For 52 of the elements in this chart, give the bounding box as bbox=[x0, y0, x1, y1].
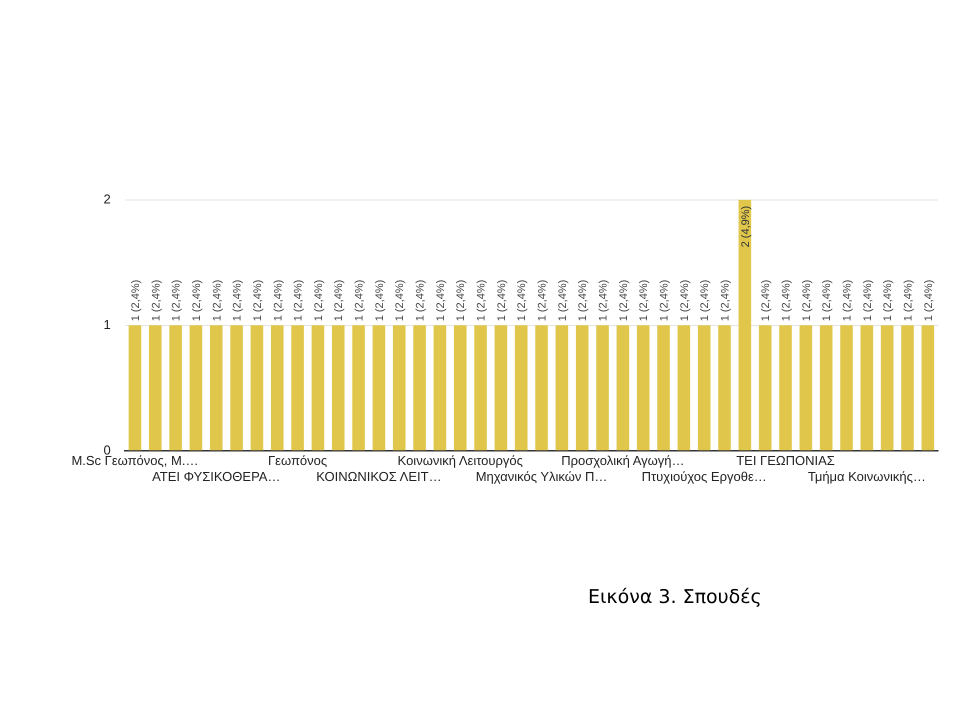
data-label: 1 (2,4%) bbox=[556, 280, 569, 322]
data-label: 1 (2,4%) bbox=[577, 280, 590, 322]
x-tick-label: Γεωπόνος bbox=[268, 453, 328, 468]
data-label: 1 (2,4%) bbox=[292, 280, 305, 322]
data-label: 1 (2,4%) bbox=[780, 280, 793, 322]
data-label: 1 (2,4%) bbox=[760, 280, 772, 322]
data-label: 1 (2,4%) bbox=[821, 280, 834, 322]
data-label: 1 (2,4%) bbox=[476, 280, 488, 322]
x-tick-label: Κοινωνική Λειτουργός bbox=[398, 453, 523, 468]
x-tick-label: Προσχολική Αγωγή… bbox=[561, 453, 685, 468]
data-label: 1 (2,4%) bbox=[170, 280, 183, 322]
data-label: 1 (2,4%) bbox=[922, 280, 935, 322]
data-label: 1 (2,4%) bbox=[536, 280, 549, 322]
data-label: 1 (2,4%) bbox=[658, 280, 671, 322]
data-label: 1 (2,4%) bbox=[211, 280, 224, 322]
data-label: 1 (2,4%) bbox=[414, 280, 427, 322]
text: Εικόνα 3. Σπουδές bbox=[588, 586, 762, 608]
data-label: 1 (2,4%) bbox=[232, 280, 244, 322]
data-label: 1 (2,4%) bbox=[312, 280, 325, 322]
y-tick-label: 2 bbox=[104, 191, 111, 206]
data-label: 1 (2,4%) bbox=[699, 280, 712, 322]
data-label: 1 (2,4%) bbox=[150, 280, 162, 322]
data-label: 1 (2,4%) bbox=[618, 280, 630, 322]
x-tick-label: Μηχανικός Υλικών Π… bbox=[476, 468, 608, 484]
data-label: 1 (2,4%) bbox=[190, 280, 203, 322]
data-label: 1 (2,4%) bbox=[374, 280, 386, 322]
y-tick-label: 1 bbox=[104, 316, 111, 332]
x-tick-label: ΤΕΙ ΓΕΩΠΟΝΙΑΣ bbox=[736, 453, 835, 468]
data-label: 1 (2,4%) bbox=[272, 280, 284, 322]
data-label: 1 (2,4%) bbox=[882, 280, 894, 322]
data-label: 1 (2,4%) bbox=[455, 280, 468, 322]
data-label: 1 (2,4%) bbox=[252, 280, 264, 322]
data-label: 1 (2,4%) bbox=[842, 280, 854, 322]
data-label: 1 (2,4%) bbox=[902, 280, 915, 322]
data-label: 1 (2,4%) bbox=[434, 280, 447, 322]
data-label: 1 (2,4%) bbox=[638, 280, 650, 322]
x-tick-label: Πτυχιούχος Εργοθε… bbox=[642, 468, 767, 484]
data-label: 1 (2,4%) bbox=[130, 280, 142, 322]
data-label: 1 (2,4%) bbox=[678, 280, 691, 322]
x-tick-label: ΑΤΕΙ ΦΥΣΙΚΟΘΕΡΑ… bbox=[152, 468, 280, 484]
data-label: 1 (2,4%) bbox=[394, 280, 406, 322]
x-tick-label: Τμήμα Κοινωνικής… bbox=[808, 468, 926, 484]
data-label: 1 (2,4%) bbox=[516, 280, 528, 322]
data-label: 1 (2,4%) bbox=[333, 280, 346, 322]
data-label: 1 (2,4%) bbox=[800, 280, 813, 322]
x-tick-label: ΚΟΙΝΩΝΙΚΟΣ ΛΕΙΤ… bbox=[316, 468, 442, 484]
data-label: 1 (2,4%) bbox=[496, 280, 508, 322]
data-label: 2 (4,9%) bbox=[740, 206, 752, 248]
data-label: 1 (2,4%) bbox=[720, 280, 732, 322]
data-label: 1 (2,4%) bbox=[862, 280, 874, 322]
data-label: 1 (2,4%) bbox=[354, 280, 366, 322]
data-label: 1 (2,4%) bbox=[598, 280, 610, 322]
